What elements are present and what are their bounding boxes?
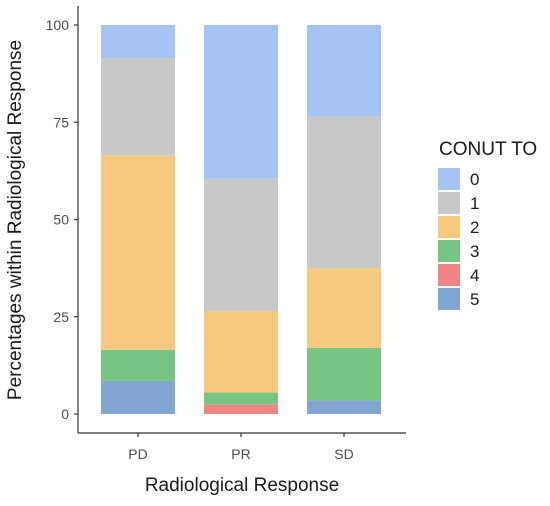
y-tick-label: 25 (53, 309, 69, 325)
legend-label-5: 5 (470, 290, 479, 309)
bar-segment-pr-2 (204, 310, 278, 393)
legend-title: CONUT TO (439, 139, 537, 160)
bar-segment-sd-3 (307, 347, 381, 401)
bar-segment-pr-4 (204, 404, 278, 414)
y-tick-label: 100 (46, 17, 70, 33)
y-tick-label: 0 (61, 406, 69, 422)
y-axis-title: Percentages within Radiological Response (5, 40, 26, 400)
bar-segment-pr-3 (204, 392, 278, 405)
legend-swatch-0 (438, 168, 460, 190)
legend: CONUT TO 0 1 2 3 4 5 (438, 139, 537, 310)
y-tick-label: 50 (53, 212, 69, 228)
bar-segment-pr-0 (204, 25, 278, 179)
bar-segment-pr-1 (204, 178, 278, 311)
x-tick-label: PD (128, 446, 147, 462)
legend-swatch-3 (438, 240, 460, 262)
legend-swatch-4 (438, 264, 460, 286)
legend-label-3: 3 (470, 242, 479, 261)
legend-label-0: 0 (470, 170, 479, 189)
y-tick-label: 75 (53, 114, 69, 130)
bar-segment-pd-3 (101, 349, 175, 381)
legend-label-1: 1 (470, 194, 479, 213)
legend-swatch-1 (438, 192, 460, 214)
ticks-layer: 0 25 50 75 100 PD PR SD (46, 17, 354, 462)
bars-layer (101, 25, 381, 414)
legend-swatch-5 (438, 288, 460, 310)
bar-segment-sd-1 (307, 116, 381, 269)
bar-segment-pd-5 (101, 380, 175, 414)
x-tick-label: PR (231, 446, 250, 462)
bar-segment-pd-1 (101, 58, 175, 156)
x-tick-label: SD (334, 446, 353, 462)
bar-segment-pd-2 (101, 155, 175, 350)
legend-swatch-2 (438, 216, 460, 238)
x-axis-title: Radiological Response (145, 475, 339, 496)
bar-segment-sd-2 (307, 268, 381, 348)
legend-label-4: 4 (470, 266, 479, 285)
legend-label-2: 2 (470, 218, 479, 237)
bar-segment-sd-0 (307, 25, 381, 117)
bar-segment-pd-0 (101, 25, 175, 59)
bar-segment-sd-5 (307, 400, 381, 414)
